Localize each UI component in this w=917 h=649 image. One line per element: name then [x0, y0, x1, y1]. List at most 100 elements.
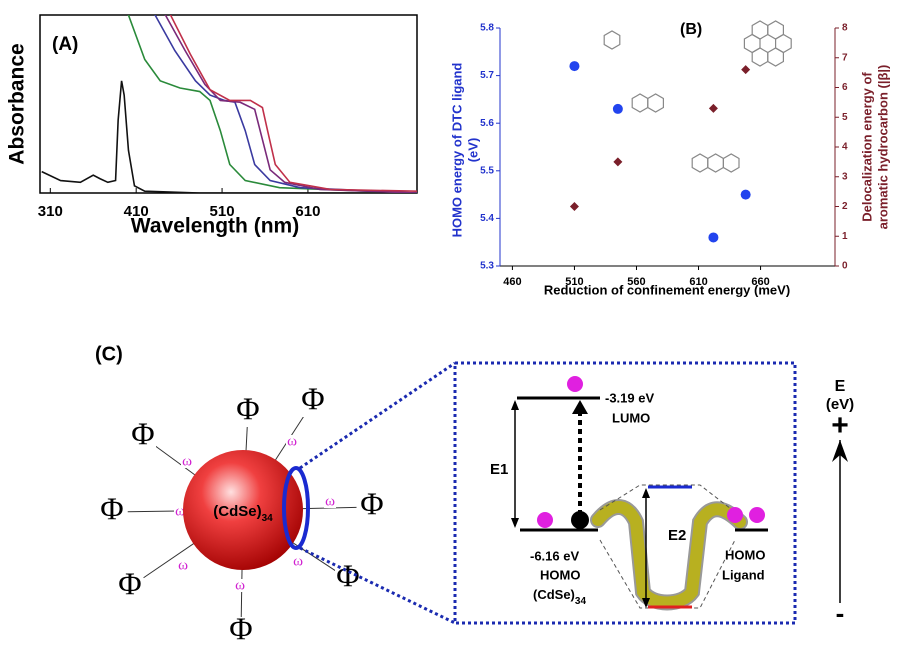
data-point — [612, 103, 623, 114]
y-tick-label: 5.6 — [480, 118, 494, 129]
linker-symbol: ω — [178, 557, 188, 573]
data-point — [569, 61, 580, 72]
ligand-band-shadow — [590, 499, 748, 611]
ligand-symbol: Φ — [236, 390, 259, 426]
linker-symbol: ω — [175, 503, 185, 519]
ligand-symbol: Φ — [301, 380, 324, 416]
data-point — [613, 157, 623, 167]
core-formula: (CdSe) — [213, 503, 261, 520]
x-tick-label: 460 — [503, 276, 521, 288]
symbol-bg — [335, 564, 361, 594]
x-tick-label: 510 — [210, 203, 235, 220]
x-tick-label: 510 — [565, 276, 583, 288]
hole — [571, 511, 589, 529]
data-point — [741, 65, 751, 75]
linker-symbol: ω — [235, 577, 245, 593]
molecule-ring — [722, 153, 740, 173]
y2-tick-label: 3 — [842, 171, 848, 182]
homo-energy: -6.16 eV — [530, 548, 579, 563]
arrow-head — [511, 400, 519, 410]
linker-symbol: ω — [293, 553, 303, 569]
spectrum-line — [127, 15, 417, 193]
panel-c: (C) ΦωΦωΦωΦωΦωΦωΦωΦω (CdSe)34 -3.19 eV L… — [95, 343, 854, 647]
y-tick-label: 5.5 — [480, 165, 494, 176]
molecule-ring — [603, 30, 621, 50]
ligand-symbol: Φ — [118, 565, 141, 601]
homo-label: HOMO — [540, 567, 580, 582]
ligand-homo-label: Ligand — [722, 567, 765, 582]
symbol-bg — [324, 495, 336, 508]
energy-axis-label: E — [835, 378, 846, 395]
spectrum-line — [41, 80, 417, 193]
data-point — [740, 189, 751, 200]
homo-core: (CdSe)34 — [533, 587, 586, 606]
symbol-bg — [359, 492, 385, 522]
x-tick-label: 610 — [689, 276, 707, 288]
panel-label: (A) — [52, 34, 78, 55]
symbol-bg — [228, 617, 254, 647]
zoom-line — [299, 361, 456, 470]
homo-core-formula: (CdSe) — [533, 587, 575, 602]
x-tick-label: 560 — [627, 276, 645, 288]
y2-tick-label: 6 — [842, 82, 848, 93]
symbol-bg — [234, 579, 246, 592]
ligand-symbol: Φ — [100, 490, 123, 526]
y2-tick-label: 1 — [842, 231, 848, 242]
molecule-ring — [631, 93, 649, 113]
symbol-bg — [235, 397, 261, 427]
energy-axis-unit: (eV) — [826, 396, 854, 413]
y2-axis-label: Delocalization energy of — [859, 72, 874, 222]
plot-frame — [39, 14, 418, 194]
x-tick-label: 310 — [38, 203, 63, 220]
electron — [537, 512, 553, 528]
data-point — [708, 103, 718, 113]
y2-tick-label: 4 — [842, 142, 848, 153]
arrow-head — [511, 518, 519, 528]
zoom-line — [299, 546, 456, 625]
panel-label: (C) — [95, 343, 123, 365]
x-tick-label: 610 — [295, 203, 320, 220]
zoom-box — [453, 361, 797, 625]
arrow-head — [832, 440, 848, 462]
highlight-ring — [282, 466, 310, 550]
core-subscript: 34 — [262, 513, 274, 524]
y2-tick-label: 0 — [842, 261, 848, 272]
nanocluster — [183, 450, 303, 570]
y-axis-label: Absorbance — [6, 43, 29, 164]
arrow-head — [572, 400, 588, 414]
y2-tick-label: 2 — [842, 201, 848, 212]
lumo-label: LUMO — [612, 410, 650, 425]
x-tick-label: 660 — [751, 276, 769, 288]
y-tick-label: 5.4 — [480, 213, 494, 224]
molecule-ring — [767, 47, 785, 67]
data-point — [569, 202, 579, 211]
molecule-ring — [707, 153, 725, 173]
y2-tick-label: 5 — [842, 112, 848, 123]
x-axis-label: Reduction of confinement energy (meV) — [544, 282, 790, 297]
panel-b: 460 510 560 610 660 5.3 5.4 5.5 5.6 5.7 5.8 0 1 2 3 4 5 6… — [449, 20, 890, 297]
y-axis-label: HOMO energy of DTC ligand — [449, 63, 464, 238]
homo-core-subscript: 34 — [575, 596, 587, 607]
plot-area — [41, 15, 417, 193]
data-point — [708, 232, 719, 243]
arrow-head — [642, 598, 650, 608]
symbol-bg — [292, 555, 304, 568]
ligand-homo-label: HOMO — [725, 547, 765, 562]
ligand-symbol: Φ — [131, 415, 154, 451]
energy-minus: - — [836, 598, 845, 628]
energy-plus: + — [831, 409, 849, 442]
lumo-energy: -3.19 eV — [605, 390, 654, 405]
y-axis-label: (eV) — [465, 138, 480, 163]
ligand-symbol: Φ — [229, 610, 252, 646]
spectrum-line — [154, 15, 417, 193]
symbol-bg — [300, 387, 326, 417]
ligand-symbol: Φ — [360, 485, 383, 521]
linker-symbol: ω — [182, 453, 192, 469]
ligand-spokes: ΦωΦωΦωΦωΦωΦωΦωΦω — [99, 380, 385, 647]
y2-tick-label: 7 — [842, 52, 848, 63]
electron — [567, 376, 583, 392]
molecule-ring — [691, 153, 709, 173]
symbol-bg — [286, 435, 298, 448]
core-label: (CdSe)34 — [213, 503, 273, 524]
